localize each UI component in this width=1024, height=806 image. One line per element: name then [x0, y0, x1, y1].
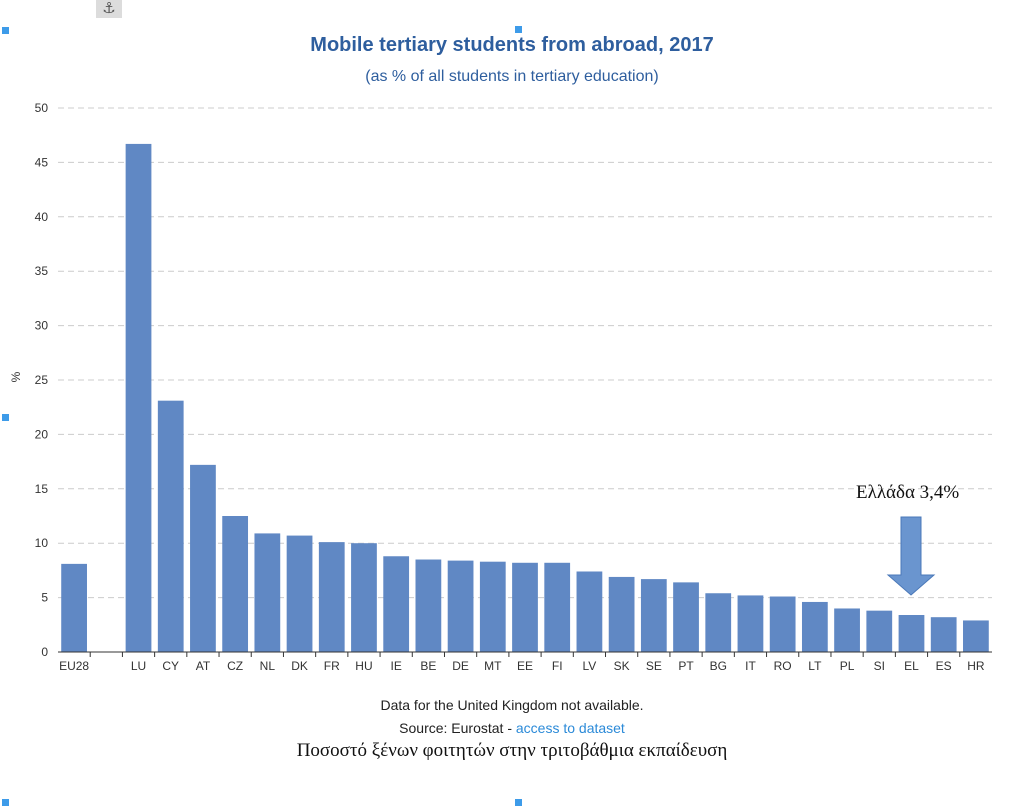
selection-handle-bottom-center[interactable] [515, 799, 522, 806]
x-tick-label-cy: CY [162, 659, 179, 673]
y-tick-label: 5 [41, 591, 48, 605]
x-tick-label-eu28: EU28 [59, 659, 89, 673]
x-tick-label-lt: LT [808, 659, 822, 673]
bar-lu[interactable] [125, 143, 152, 652]
x-tick-label-it: IT [745, 659, 756, 673]
bar-mt[interactable] [479, 561, 506, 652]
y-tick-label: 15 [35, 482, 49, 496]
source-line: Source: Eurostat - access to dataset [0, 720, 1024, 736]
x-tick-label-pt: PT [678, 659, 694, 673]
x-tick-label-fr: FR [324, 659, 340, 673]
x-tick-label-es: ES [936, 659, 952, 673]
source-prefix: Source: Eurostat - [399, 720, 516, 736]
bar-el[interactable] [898, 615, 925, 652]
bar-ro[interactable] [769, 596, 796, 652]
bar-it[interactable] [737, 595, 764, 652]
y-tick-label: 45 [35, 155, 49, 169]
x-tick-label-sk: SK [614, 659, 630, 673]
bars [61, 143, 989, 652]
bar-cy[interactable] [157, 400, 184, 652]
bar-si[interactable] [866, 610, 893, 652]
x-tick-label-ro: RO [774, 659, 792, 673]
bar-sk[interactable] [608, 576, 635, 652]
bar-lt[interactable] [801, 601, 828, 652]
x-tick-label-be: BE [420, 659, 436, 673]
bar-hu[interactable] [351, 543, 377, 652]
bar-fi[interactable] [544, 562, 571, 652]
x-tick-label-nl: NL [260, 659, 276, 673]
bar-fr[interactable] [318, 542, 345, 652]
y-tick-label: 25 [35, 373, 49, 387]
y-tick-label: 10 [35, 536, 49, 550]
x-tick-label-pl: PL [840, 659, 855, 673]
x-tick-label-ee: EE [517, 659, 533, 673]
x-tick-label-cz: CZ [227, 659, 243, 673]
y-axis-ticks: 0 5 10 15 20 25 30 35 40 45 50 [35, 101, 49, 659]
selection-handle-bottom-left[interactable] [2, 799, 9, 806]
caption: Ποσοστό ξένων φοιτητών στην τριτοβάθμια … [296, 740, 728, 761]
x-tick-label-lu: LU [131, 659, 146, 673]
selection-handle-top-center[interactable] [515, 26, 522, 33]
footnote: Data for the United Kingdom not availabl… [380, 697, 644, 713]
bar-nl[interactable] [254, 533, 281, 652]
bar-bg[interactable] [705, 593, 732, 652]
bar-dk[interactable] [286, 535, 313, 652]
bar-pt[interactable] [673, 582, 699, 652]
arrow-down-icon [886, 516, 936, 596]
y-tick-label: 40 [35, 210, 49, 224]
x-tick-label-dk: DK [291, 659, 308, 673]
x-tick-label-lv: LV [583, 659, 597, 673]
bar-hr[interactable] [963, 620, 989, 652]
x-tick-label-el: EL [904, 659, 919, 673]
selection-handle-top-left[interactable] [2, 27, 9, 34]
x-tick-label-hu: HU [355, 659, 372, 673]
greece-annotation: Ελλάδα 3,4% [856, 482, 960, 503]
x-tick-label-de: DE [452, 659, 469, 673]
bar-chart: 0 5 10 15 20 25 30 35 40 45 50 % EU28 LU CY AT CZ NL DK F… [9, 101, 992, 673]
bar-ie[interactable] [383, 556, 410, 652]
selection-handle-middle-left[interactable] [2, 414, 9, 421]
y-axis-label: % [9, 371, 23, 382]
x-tick-label-at: AT [196, 659, 211, 673]
bar-be[interactable] [415, 559, 442, 652]
x-tick-label-mt: MT [484, 659, 502, 673]
bar-pl[interactable] [834, 608, 860, 652]
y-tick-label: 50 [35, 101, 49, 115]
bar-lv[interactable] [576, 571, 603, 652]
bar-de[interactable] [447, 560, 474, 652]
chart-subtitle: (as % of all students in tertiary educat… [365, 68, 659, 85]
bar-ee[interactable] [512, 562, 538, 652]
x-tick-label-hr: HR [967, 659, 985, 673]
x-tick-label-fi: FI [552, 659, 563, 673]
y-tick-label: 0 [41, 645, 48, 659]
y-tick-label: 30 [35, 319, 49, 333]
x-axis-ticks: EU28 LU CY AT CZ NL DK FR HU IE BE DE MT EE FI LV SK SE PT… [59, 652, 985, 673]
x-tick-label-si: SI [874, 659, 885, 673]
anchor-icon[interactable]: ⚓ [96, 0, 122, 18]
bar-se[interactable] [640, 579, 667, 652]
x-tick-label-se: SE [646, 659, 662, 673]
bar-cz[interactable] [222, 516, 249, 652]
y-tick-label: 35 [35, 264, 49, 278]
x-tick-label-ie: IE [391, 659, 402, 673]
access-to-dataset-link[interactable]: access to dataset [515, 720, 625, 736]
y-tick-label: 20 [35, 427, 49, 441]
bar-at[interactable] [190, 464, 216, 652]
bar-eu28[interactable] [61, 563, 87, 652]
x-tick-label-bg: BG [710, 659, 727, 673]
bar-es[interactable] [930, 617, 957, 652]
chart-title: Mobile tertiary students from abroad, 20… [310, 34, 714, 56]
